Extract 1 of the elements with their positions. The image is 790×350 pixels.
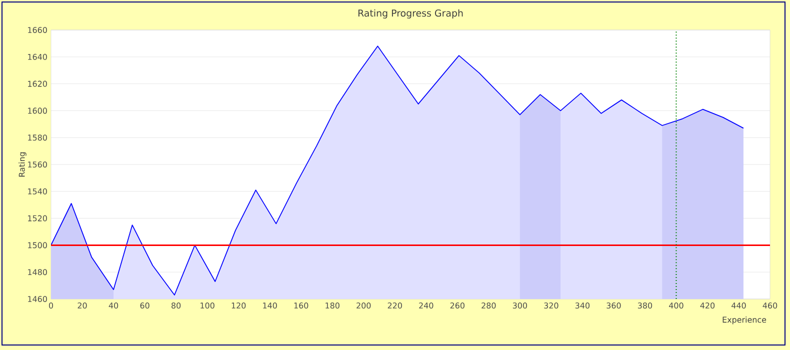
chart-title: Rating Progress Graph <box>358 9 463 18</box>
